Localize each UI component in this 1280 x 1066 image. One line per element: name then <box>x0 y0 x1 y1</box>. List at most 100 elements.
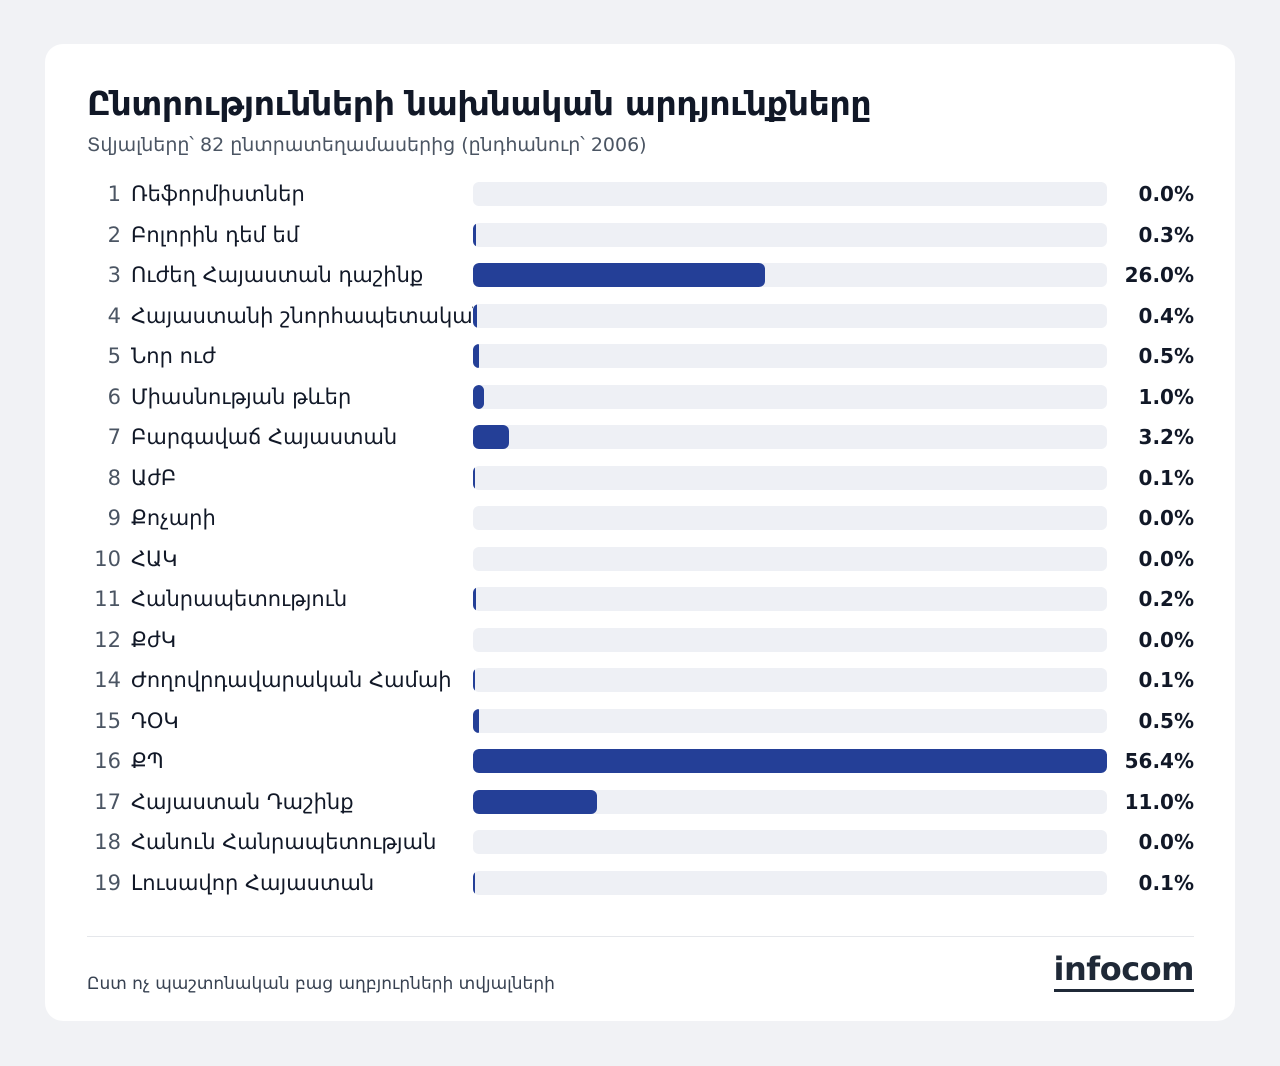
bar <box>473 465 475 490</box>
row-number: 1 <box>107 182 121 206</box>
party-label: Ռեֆորմիստներ <box>131 182 305 206</box>
chart-row: 9 Քոչարի 0.0% <box>45 499 1235 539</box>
bar-track <box>473 465 1107 490</box>
chart-row: 8 ԱժԲ 0.1% <box>45 459 1235 499</box>
value-label: 0.1% <box>1138 870 1194 895</box>
row-number: 15 <box>94 708 121 733</box>
value-label: 0.3% <box>1138 222 1194 247</box>
party-label: Ժողովրդավարական Համաի <box>131 668 452 692</box>
chart-row: 6 Միասնության թևեր 1.0% <box>45 378 1235 418</box>
bar-track <box>473 749 1107 773</box>
value-label: 0.0% <box>1138 182 1194 206</box>
row-number: 14 <box>94 668 121 692</box>
bar-track <box>473 263 1107 287</box>
bar-track <box>473 222 1107 247</box>
party-label: ՀԱԿ <box>131 546 178 571</box>
row-number: 19 <box>94 870 121 895</box>
row-number: 18 <box>94 830 121 854</box>
bar <box>473 708 479 733</box>
row-number: 3 <box>107 263 121 287</box>
value-label: 0.1% <box>1138 668 1194 692</box>
party-label: ՔժԿ <box>131 627 177 652</box>
value-label: 56.4% <box>1124 749 1194 773</box>
bar <box>473 222 477 247</box>
party-label: Քոչարի <box>131 506 216 530</box>
party-label: Հայաստան Դաշինք <box>131 789 354 814</box>
bar-track <box>473 303 1107 328</box>
bar <box>473 789 597 814</box>
bar-track <box>473 425 1107 449</box>
chart-row: 7 Բարգավաճ Հայաստան 3.2% <box>45 418 1235 458</box>
bar-track <box>473 708 1107 733</box>
chart-title: Ընտրությունների նախնական արդյունքները <box>87 84 872 123</box>
bar-track <box>473 506 1107 530</box>
bar-track <box>473 182 1107 206</box>
bar <box>473 425 509 449</box>
bar-track <box>473 627 1107 652</box>
chart-row: 10 ՀԱԿ 0.0% <box>45 540 1235 580</box>
party-label: Բարգավաճ Հայաստան <box>131 425 398 449</box>
row-number: 12 <box>94 627 121 652</box>
chart-row: 5 Նոր ուժ 0.5% <box>45 337 1235 377</box>
bar <box>473 870 475 895</box>
party-label: ԴՕԿ <box>131 708 179 733</box>
party-label: Հանուն Հանրապետության <box>131 830 437 854</box>
value-label: 0.2% <box>1138 587 1194 611</box>
source-note: Ըստ ոչ պաշտոնական բաց աղբյուրների տվյալն… <box>87 974 555 994</box>
chart-card: Ընտրությունների նախնական արդյունքները Տվ… <box>45 44 1235 1021</box>
bar-track <box>473 789 1107 814</box>
chart-subtitle: Տվյալները՝ 82 ընտրատեղամասերից (ընդհանու… <box>87 134 647 156</box>
value-label: 0.0% <box>1138 546 1194 571</box>
value-label: 0.4% <box>1138 303 1194 328</box>
infocom-logo: infocom <box>1053 950 1195 992</box>
party-label: Հանրապետություն <box>131 587 348 611</box>
row-number: 8 <box>107 465 121 490</box>
party-label: ԱժԲ <box>131 465 177 490</box>
value-label: 0.5% <box>1138 708 1194 733</box>
row-number: 10 <box>94 546 121 571</box>
value-label: 0.0% <box>1138 830 1194 854</box>
chart-row: 16 ՔՊ 56.4% <box>45 742 1235 782</box>
bar-track <box>473 546 1107 571</box>
chart-row: 4 Հայաստանի շնորհապետական 0.4% <box>45 297 1235 337</box>
bar <box>473 587 476 611</box>
bar-track <box>473 587 1107 611</box>
chart-row: 18 Հանուն Հանրապետության 0.0% <box>45 823 1235 863</box>
row-number: 16 <box>94 749 121 773</box>
party-label: Ուժեղ Հայաստան դաշինք <box>131 263 424 287</box>
value-label: 0.0% <box>1138 627 1194 652</box>
row-number: 9 <box>107 506 121 530</box>
bar-track <box>473 344 1107 368</box>
party-label: Միասնության թևեր <box>131 384 352 409</box>
chart-row: 19 Լուսավոր Հայաստան 0.1% <box>45 864 1235 904</box>
bar <box>473 749 1107 773</box>
party-label: ՔՊ <box>131 749 164 773</box>
chart-row: 1 Ռեֆորմիստներ 0.0% <box>45 175 1235 215</box>
row-number: 17 <box>94 789 121 814</box>
chart-row: 2 Բոլորին դեմ եմ 0.3% <box>45 216 1235 256</box>
value-label: 0.0% <box>1138 506 1194 530</box>
value-label: 26.0% <box>1124 263 1194 287</box>
chart-row: 17 Հայաստան Դաշինք 11.0% <box>45 783 1235 823</box>
bar <box>473 384 485 409</box>
party-label: Բոլորին դեմ եմ <box>131 222 300 247</box>
row-number: 7 <box>107 425 121 449</box>
row-number: 11 <box>94 587 121 611</box>
value-label: 0.1% <box>1138 465 1194 490</box>
bar <box>473 344 479 368</box>
row-number: 2 <box>107 222 121 247</box>
bar <box>473 303 478 328</box>
value-label: 1.0% <box>1138 384 1194 409</box>
chart-row: 11 Հանրապետություն 0.2% <box>45 580 1235 620</box>
row-number: 6 <box>107 384 121 409</box>
party-label: Լուսավոր Հայաստան <box>131 870 375 895</box>
bar-track <box>473 830 1107 854</box>
bar-track <box>473 870 1107 895</box>
chart-row: 15 ԴՕԿ 0.5% <box>45 702 1235 742</box>
row-number: 4 <box>107 303 121 328</box>
chart-row: 14 Ժողովրդավարական Համաի 0.1% <box>45 661 1235 701</box>
footer-divider <box>87 936 1194 937</box>
party-label: Նոր ուժ <box>131 344 216 368</box>
bar <box>473 263 766 287</box>
value-label: 11.0% <box>1124 789 1194 814</box>
